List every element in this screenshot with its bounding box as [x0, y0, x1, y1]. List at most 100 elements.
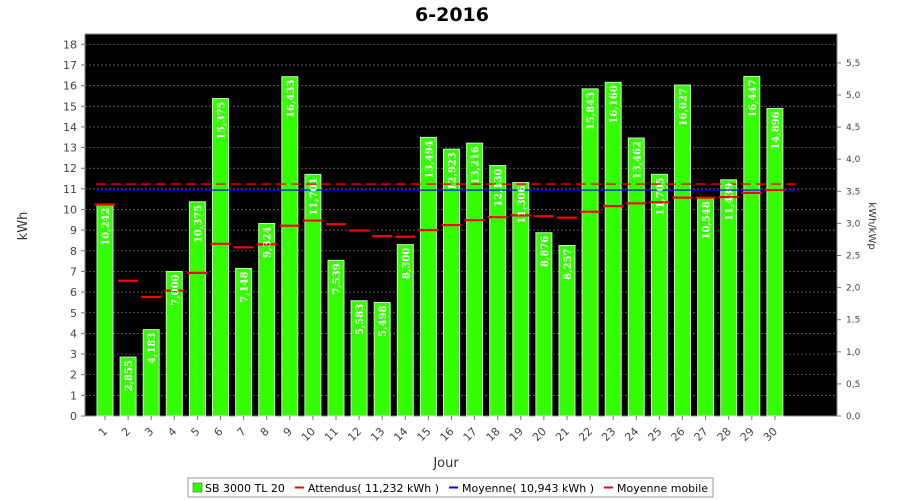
- data-labels: 10,242 2,855 4,183 7,000 10,375 15,375 7,148 9,…: [101, 79, 782, 391]
- data-label: 7,148: [240, 271, 251, 302]
- bar: [743, 75, 761, 417]
- bar-series: [96, 75, 784, 417]
- data-label: 4,183: [147, 333, 158, 364]
- y-tick-label: 17: [63, 59, 77, 72]
- data-label: 5,583: [355, 304, 366, 335]
- data-label: 11,705: [655, 177, 666, 215]
- x-tick-label: 21: [553, 425, 572, 444]
- x-tick-label: 28: [715, 425, 734, 444]
- y2-tick-label: 0,5: [846, 380, 860, 390]
- y2-tick-label: 3,0: [846, 219, 861, 229]
- x-tick-label: 22: [576, 425, 595, 444]
- legend-swatch: [192, 482, 203, 493]
- x-tick-label: 26: [669, 425, 688, 444]
- y2-axis-title: kWh/kWp: [866, 202, 877, 249]
- legend-entry: Moyenne( 10,943 kWh ): [462, 482, 594, 495]
- y-tick-label: 2: [70, 369, 77, 382]
- legend-entry: Moyenne mobile: [617, 482, 708, 495]
- y-tick-label: 0: [70, 410, 77, 423]
- x-tick-label: 9: [281, 425, 295, 439]
- data-label: 12,923: [448, 152, 459, 190]
- x-tick-label: 23: [599, 425, 618, 444]
- data-label: 13,462: [632, 141, 643, 179]
- data-label: 16,433: [286, 80, 297, 118]
- y-tick-label: 3: [70, 348, 77, 361]
- x-tick-label: 19: [507, 425, 526, 444]
- y-tick-label: 13: [63, 142, 77, 155]
- x-tick-label: 11: [322, 425, 341, 444]
- data-label: 16,027: [679, 88, 690, 126]
- y2-axis: 0,0 0,5 1,0 1,5 2,0 2,5 3,0 3,5 4,0 4,5 5,0 5,5: [837, 59, 861, 422]
- data-label: 13,494: [424, 140, 435, 178]
- y2-tick-label: 2,0: [846, 284, 861, 294]
- line-series: [95, 183, 798, 299]
- data-label: 13,216: [471, 146, 482, 184]
- bar: [212, 98, 229, 417]
- y2-tick-label: 3,5: [846, 187, 860, 197]
- y2-tick-label: 5,0: [846, 91, 861, 101]
- y-tick-label: 14: [63, 121, 77, 134]
- bar: [674, 84, 691, 417]
- data-label: 15,375: [217, 101, 228, 139]
- x-tick-label: 18: [484, 425, 503, 444]
- x-tick-label: 2: [119, 425, 133, 439]
- y-tick-label: 1: [70, 389, 77, 402]
- y-tick-label: 6: [70, 286, 77, 299]
- x-tick-label: 27: [692, 425, 711, 444]
- data-label: 14,896: [771, 111, 782, 149]
- y-tick-label: 4: [70, 327, 77, 340]
- bar: [281, 76, 299, 417]
- y2-tick-label: 1,5: [846, 316, 860, 326]
- data-label: 9,324: [263, 226, 274, 257]
- bar: [581, 88, 599, 417]
- x-tick-label: 25: [645, 425, 664, 444]
- gridlines: [85, 43, 837, 396]
- data-label: 11,306: [517, 186, 528, 224]
- x-axis-title: Jour: [432, 456, 459, 471]
- x-tick-label: 30: [761, 425, 780, 444]
- data-label: 7,000: [170, 274, 181, 305]
- data-label: 8,300: [401, 248, 412, 279]
- x-tick-label: 29: [738, 425, 757, 444]
- x-tick-label: 15: [414, 425, 433, 444]
- legend-entry: SB 3000 TL 20: [205, 482, 285, 495]
- data-label: 10,242: [101, 207, 112, 245]
- data-label: 11,439: [725, 183, 736, 221]
- chart-title: 6-2016: [415, 4, 489, 26]
- legend-entry: Attendus( 11,232 kWh ): [308, 482, 439, 495]
- y-tick-label: 9: [70, 224, 77, 237]
- y2-tick-label: 5,5: [846, 59, 860, 69]
- x-tick-label: 5: [188, 425, 202, 439]
- data-label: 11,701: [309, 177, 320, 215]
- y-tick-label: 7: [70, 265, 77, 278]
- data-label: 8,876: [540, 236, 551, 267]
- x-tick-label: 10: [299, 425, 318, 444]
- y-tick-label: 5: [70, 307, 77, 320]
- data-label: 10,375: [193, 205, 204, 243]
- bar: [604, 81, 622, 417]
- data-label: 16,160: [609, 85, 620, 123]
- data-label: 8,257: [563, 248, 574, 279]
- data-label: 12,130: [494, 168, 505, 206]
- x-tick-label: 6: [211, 425, 225, 439]
- y2-tick-label: 4,0: [846, 155, 861, 165]
- data-label: 5,498: [378, 305, 389, 336]
- y-tick-label: 11: [63, 183, 77, 196]
- x-tick-label: 4: [165, 425, 179, 439]
- x-tick-label: 14: [391, 425, 410, 444]
- bar: [766, 107, 784, 417]
- y-axis-title: kWh: [16, 212, 31, 241]
- x-tick-label: 1: [96, 425, 110, 439]
- x-tick-label: 24: [622, 425, 641, 444]
- y2-tick-label: 1,0: [846, 348, 861, 358]
- y-tick-label: 16: [63, 80, 77, 93]
- x-axis: 1 2 3 4 5 6 7 8 9 10 11 12 13 14 15 16 17 18 19 20 21 22 23 24 2…: [96, 416, 780, 444]
- y-tick-label: 15: [63, 100, 77, 113]
- x-tick-label: 12: [345, 425, 364, 444]
- y2-tick-label: 0,0: [846, 412, 861, 422]
- data-label: 7,539: [332, 263, 343, 294]
- x-tick-label: 17: [461, 425, 480, 444]
- y2-tick-label: 4,5: [846, 123, 860, 133]
